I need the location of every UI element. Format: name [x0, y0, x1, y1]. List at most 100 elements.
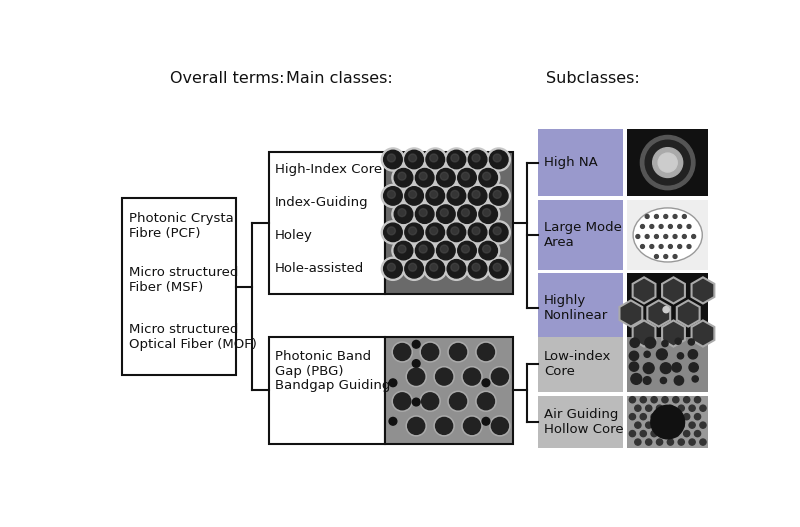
Circle shape: [447, 187, 466, 205]
Circle shape: [424, 257, 447, 280]
Circle shape: [640, 397, 646, 403]
Circle shape: [466, 257, 490, 280]
Circle shape: [447, 150, 466, 169]
Circle shape: [643, 363, 654, 374]
Circle shape: [466, 148, 490, 171]
Circle shape: [448, 391, 468, 411]
Circle shape: [440, 245, 448, 253]
Circle shape: [667, 422, 674, 428]
Circle shape: [392, 166, 415, 189]
Circle shape: [451, 190, 459, 198]
Circle shape: [445, 184, 468, 208]
Circle shape: [458, 169, 476, 187]
Circle shape: [688, 350, 698, 359]
Circle shape: [387, 190, 395, 198]
Circle shape: [667, 405, 674, 411]
Circle shape: [455, 239, 478, 262]
Circle shape: [683, 397, 690, 403]
Circle shape: [415, 205, 434, 223]
Circle shape: [430, 227, 438, 235]
Circle shape: [409, 154, 417, 162]
Circle shape: [409, 190, 417, 198]
Circle shape: [448, 342, 468, 362]
Circle shape: [472, 227, 480, 235]
Circle shape: [491, 368, 509, 385]
Circle shape: [387, 227, 395, 235]
Text: Subclasses:: Subclasses:: [546, 71, 639, 86]
Circle shape: [689, 363, 698, 372]
Bar: [538, 337, 623, 392]
Circle shape: [490, 416, 510, 436]
Circle shape: [392, 202, 415, 226]
Text: Large Mode
Area: Large Mode Area: [544, 221, 622, 249]
Circle shape: [405, 223, 423, 241]
Circle shape: [490, 223, 508, 241]
Circle shape: [636, 235, 640, 238]
Circle shape: [644, 351, 650, 357]
Text: Photonic Crystal
Fibre (PCF): Photonic Crystal Fibre (PCF): [130, 212, 238, 240]
Circle shape: [434, 166, 458, 189]
Circle shape: [409, 227, 417, 235]
Circle shape: [462, 367, 482, 387]
Circle shape: [700, 439, 706, 445]
Circle shape: [646, 214, 649, 218]
Circle shape: [487, 221, 510, 244]
Circle shape: [419, 245, 427, 253]
Circle shape: [420, 342, 440, 362]
Circle shape: [631, 374, 642, 384]
Circle shape: [394, 205, 413, 223]
Circle shape: [450, 393, 466, 409]
Circle shape: [430, 190, 438, 198]
Circle shape: [669, 245, 672, 248]
Bar: [269, 152, 386, 294]
Circle shape: [426, 260, 445, 278]
Circle shape: [630, 362, 638, 371]
Circle shape: [476, 391, 496, 411]
Bar: [538, 396, 623, 448]
Circle shape: [651, 397, 658, 403]
Circle shape: [662, 414, 668, 419]
Circle shape: [434, 202, 458, 226]
Circle shape: [445, 221, 468, 244]
Circle shape: [398, 245, 406, 253]
Text: Index-Guiding: Index-Guiding: [275, 197, 369, 209]
Circle shape: [678, 439, 684, 445]
Circle shape: [630, 338, 639, 347]
Circle shape: [634, 422, 641, 428]
Circle shape: [662, 397, 668, 403]
Circle shape: [683, 414, 690, 419]
Circle shape: [476, 342, 496, 362]
Circle shape: [634, 405, 641, 411]
Circle shape: [392, 391, 412, 411]
Circle shape: [479, 169, 498, 187]
Bar: [627, 129, 708, 197]
Circle shape: [451, 154, 459, 162]
Circle shape: [487, 148, 510, 171]
Circle shape: [398, 209, 406, 217]
Circle shape: [659, 225, 663, 228]
Circle shape: [669, 225, 672, 228]
Circle shape: [664, 235, 668, 238]
Text: Air Guiding
Hollow Core: Air Guiding Hollow Core: [544, 408, 624, 436]
Circle shape: [434, 367, 454, 387]
Circle shape: [455, 166, 478, 189]
Circle shape: [478, 344, 494, 360]
Circle shape: [424, 221, 447, 244]
Circle shape: [463, 417, 481, 434]
Circle shape: [466, 221, 490, 244]
Circle shape: [468, 223, 487, 241]
Circle shape: [472, 190, 480, 198]
Circle shape: [394, 241, 413, 260]
Circle shape: [630, 351, 638, 360]
Circle shape: [451, 227, 459, 235]
Circle shape: [487, 184, 510, 208]
Text: Overall terms:: Overall terms:: [170, 71, 284, 86]
Circle shape: [630, 431, 635, 437]
Text: Hole-assisted: Hole-assisted: [275, 262, 364, 275]
Circle shape: [394, 344, 410, 360]
Text: Holey: Holey: [275, 229, 313, 242]
Circle shape: [478, 393, 494, 409]
Circle shape: [673, 431, 679, 437]
Circle shape: [490, 187, 508, 205]
Text: Photonic Band
Gap (PBG): Photonic Band Gap (PBG): [275, 350, 371, 378]
